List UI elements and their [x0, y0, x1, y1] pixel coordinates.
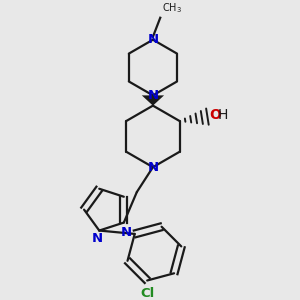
Text: N: N	[147, 89, 158, 102]
Text: N: N	[121, 226, 132, 239]
Text: Cl: Cl	[140, 287, 154, 300]
Text: N: N	[92, 232, 103, 245]
Text: O: O	[209, 108, 221, 122]
Text: N: N	[147, 161, 158, 174]
Polygon shape	[142, 95, 164, 106]
Text: H: H	[218, 108, 228, 122]
Text: N: N	[147, 33, 158, 46]
Text: CH$_3$: CH$_3$	[162, 1, 182, 15]
